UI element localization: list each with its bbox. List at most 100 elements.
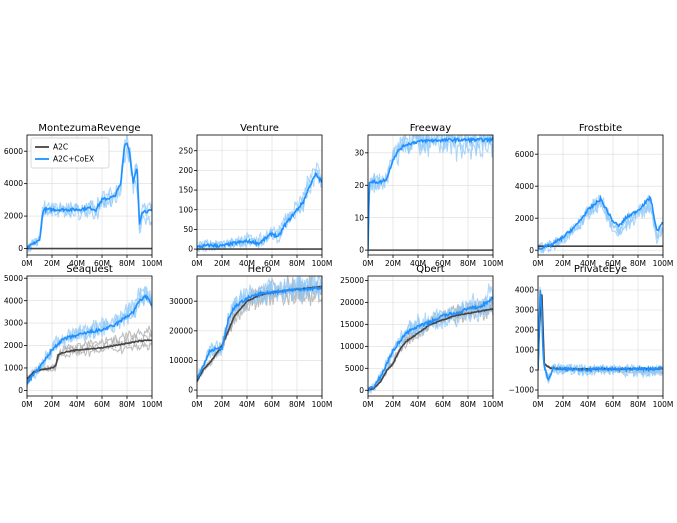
x-tick-label: 60M bbox=[605, 259, 621, 268]
run-line-a2c-coex bbox=[368, 283, 493, 393]
x-tick-label: 20M bbox=[214, 400, 230, 409]
subplot-montezumarevenge: 0M 20M 40M 60M 80M 100M 0 2000 4000 6000 Montezuma… bbox=[4, 123, 162, 268]
series-line-a2c-coex bbox=[368, 296, 493, 391]
subplot-privateeye: 0M 20M 40M 60M 80M 100M −1000 0 1000 2000 3000 4000… bbox=[509, 264, 674, 409]
run-line-a2c bbox=[538, 297, 663, 372]
x-tick-label: 80M bbox=[630, 259, 646, 268]
legend-label: A2C bbox=[53, 143, 68, 152]
x-tick-label: 100M bbox=[142, 400, 163, 409]
run-line-a2c-coex bbox=[27, 286, 152, 388]
y-tick-label: 0 bbox=[188, 386, 193, 395]
series-line-a2c-coex bbox=[538, 289, 663, 382]
x-tick-label: 80M bbox=[460, 259, 476, 268]
plot-frame bbox=[26, 275, 153, 397]
y-tick-label: −1000 bbox=[509, 386, 535, 395]
x-tick-label: 40M bbox=[580, 259, 596, 268]
series-line-a2c bbox=[368, 308, 493, 392]
x-tick-label: 60M bbox=[435, 400, 451, 409]
x-tick-label: 100M bbox=[653, 259, 674, 268]
series-line-a2c-coex bbox=[27, 142, 152, 250]
subplot-title: Freeway bbox=[410, 123, 452, 134]
x-tick-label: 0M bbox=[532, 259, 543, 268]
x-tick-label: 40M bbox=[239, 400, 255, 409]
y-tick-label: 0 bbox=[18, 244, 23, 253]
x-tick-label: 0M bbox=[362, 259, 373, 268]
y-tick-label: 1000 bbox=[515, 346, 534, 355]
y-tick-label: 3000 bbox=[4, 319, 23, 328]
subplot-title: Seaquest bbox=[66, 264, 113, 275]
x-tick-label: 100M bbox=[483, 400, 504, 409]
subplot-title: Hero bbox=[248, 264, 272, 275]
x-tick-label: 20M bbox=[44, 259, 60, 268]
x-tick-label: 0M bbox=[21, 400, 32, 409]
y-tick-label: 2000 bbox=[4, 212, 23, 221]
series-line-a2c-coex bbox=[197, 285, 322, 380]
x-tick-label: 0M bbox=[191, 259, 202, 268]
x-tick-label: 0M bbox=[362, 400, 373, 409]
y-tick-label: 50 bbox=[183, 225, 193, 234]
x-tick-label: 40M bbox=[580, 400, 596, 409]
x-tick-label: 80M bbox=[289, 400, 305, 409]
x-tick-label: 20M bbox=[385, 400, 401, 409]
y-tick-label: 4000 bbox=[515, 182, 534, 191]
subplot-title: Venture bbox=[240, 123, 279, 134]
x-tick-label: 80M bbox=[630, 400, 646, 409]
y-tick-label: 15000 bbox=[340, 320, 364, 329]
subplot-title: MontezumaRevenge bbox=[38, 123, 140, 134]
x-tick-label: 60M bbox=[264, 400, 280, 409]
run-line-a2c bbox=[538, 296, 663, 374]
run-line-a2c-coex bbox=[538, 286, 663, 380]
y-tick-label: 6000 bbox=[515, 150, 534, 159]
x-tick-label: 80M bbox=[460, 400, 476, 409]
subplot-seaquest: 0M 20M 40M 60M 80M 100M 0 1000 2000 3000 4000 5000 S… bbox=[4, 264, 162, 409]
y-tick-label: 6000 bbox=[4, 147, 23, 156]
run-line-a2c bbox=[27, 341, 152, 381]
y-tick-label: 3000 bbox=[515, 306, 534, 315]
x-tick-label: 60M bbox=[94, 400, 110, 409]
plot-frame bbox=[537, 134, 664, 256]
x-tick-label: 60M bbox=[264, 259, 280, 268]
legend-label: A2C+CoEX bbox=[53, 155, 94, 164]
x-tick-label: 80M bbox=[119, 259, 135, 268]
y-tick-label: 250 bbox=[179, 146, 194, 155]
x-tick-label: 20M bbox=[555, 259, 571, 268]
y-tick-label: 150 bbox=[179, 186, 194, 195]
series-line-a2c-coex bbox=[27, 293, 152, 385]
x-tick-label: 100M bbox=[142, 259, 163, 268]
x-tick-label: 0M bbox=[191, 400, 202, 409]
x-tick-label: 80M bbox=[119, 400, 135, 409]
x-tick-label: 80M bbox=[289, 259, 305, 268]
y-tick-label: 1000 bbox=[4, 364, 23, 373]
y-tick-label: 2000 bbox=[4, 341, 23, 350]
y-tick-label: 20000 bbox=[169, 326, 193, 335]
x-tick-label: 40M bbox=[69, 400, 85, 409]
y-tick-label: 0 bbox=[529, 246, 534, 255]
y-tick-label: 30 bbox=[354, 148, 364, 157]
y-tick-label: 10000 bbox=[340, 342, 364, 351]
y-tick-label: 0 bbox=[188, 245, 193, 254]
subplot-hero: 0M 20M 40M 60M 80M 100M 0 10000 20000 30000 Hero bbox=[169, 264, 332, 409]
x-tick-label: 60M bbox=[605, 400, 621, 409]
run-line-a2c bbox=[27, 332, 152, 382]
y-tick-label: 100 bbox=[179, 205, 194, 214]
plot-frame bbox=[196, 275, 323, 397]
y-tick-label: 30000 bbox=[169, 297, 193, 306]
plot-frame bbox=[367, 134, 494, 256]
x-tick-label: 60M bbox=[94, 259, 110, 268]
legend-box bbox=[30, 137, 110, 169]
x-tick-label: 40M bbox=[69, 259, 85, 268]
y-tick-label: 0 bbox=[359, 386, 364, 395]
y-tick-label: 2000 bbox=[515, 326, 534, 335]
run-line-a2c bbox=[538, 297, 663, 375]
subplot-title: PrivateEye bbox=[574, 264, 627, 275]
run-line-a2c-coex bbox=[538, 194, 663, 254]
x-tick-label: 20M bbox=[385, 259, 401, 268]
x-tick-label: 0M bbox=[532, 400, 543, 409]
plot-frame bbox=[196, 134, 323, 256]
x-tick-label: 0M bbox=[21, 259, 32, 268]
subplot-freeway: 0M 20M 40M 60M 80M 100M 0 10 20 30 Freeway bbox=[354, 123, 503, 268]
y-tick-label: 4000 bbox=[4, 296, 23, 305]
run-line-a2c-coex bbox=[368, 135, 493, 255]
x-tick-label: 20M bbox=[555, 400, 571, 409]
y-tick-label: 2000 bbox=[515, 214, 534, 223]
